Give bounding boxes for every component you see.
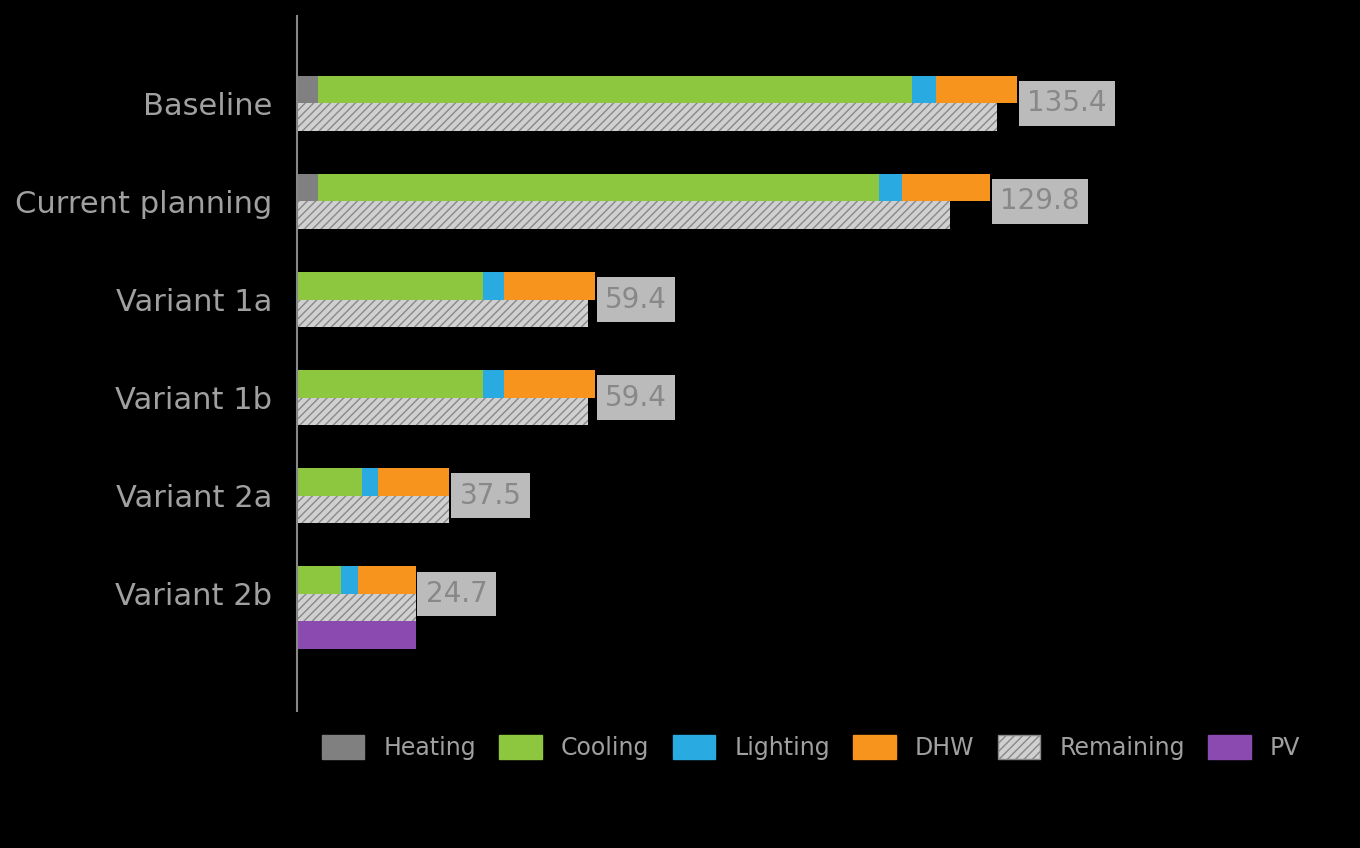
Bar xyxy=(298,594,416,622)
Text: 24.7: 24.7 xyxy=(426,580,487,608)
Bar xyxy=(298,371,483,398)
Bar xyxy=(503,272,594,299)
Bar xyxy=(913,75,936,103)
Legend: Heating, Cooling, Lighting, DHW, Remaining, PV: Heating, Cooling, Lighting, DHW, Remaini… xyxy=(313,726,1310,769)
Bar xyxy=(318,174,879,202)
Text: 129.8: 129.8 xyxy=(1001,187,1080,215)
Bar xyxy=(298,174,318,202)
Bar xyxy=(341,566,358,594)
Text: 59.4: 59.4 xyxy=(605,286,666,314)
Bar xyxy=(298,566,341,594)
Bar xyxy=(298,398,588,425)
Bar xyxy=(936,75,1017,103)
Bar xyxy=(483,371,503,398)
Bar xyxy=(358,566,416,594)
Bar xyxy=(298,496,449,523)
Bar xyxy=(298,622,416,649)
Bar xyxy=(298,75,318,103)
Bar xyxy=(503,371,594,398)
Bar xyxy=(902,174,990,202)
Bar xyxy=(362,468,378,496)
Bar xyxy=(298,299,588,327)
Bar xyxy=(298,272,483,299)
Bar xyxy=(378,468,449,496)
Bar xyxy=(879,174,902,202)
Bar xyxy=(318,75,913,103)
Bar xyxy=(298,468,362,496)
Text: 135.4: 135.4 xyxy=(1027,89,1107,117)
Bar xyxy=(298,202,949,229)
Text: 59.4: 59.4 xyxy=(605,383,666,411)
Text: 37.5: 37.5 xyxy=(460,482,521,510)
Bar xyxy=(298,103,997,131)
Bar xyxy=(483,272,503,299)
